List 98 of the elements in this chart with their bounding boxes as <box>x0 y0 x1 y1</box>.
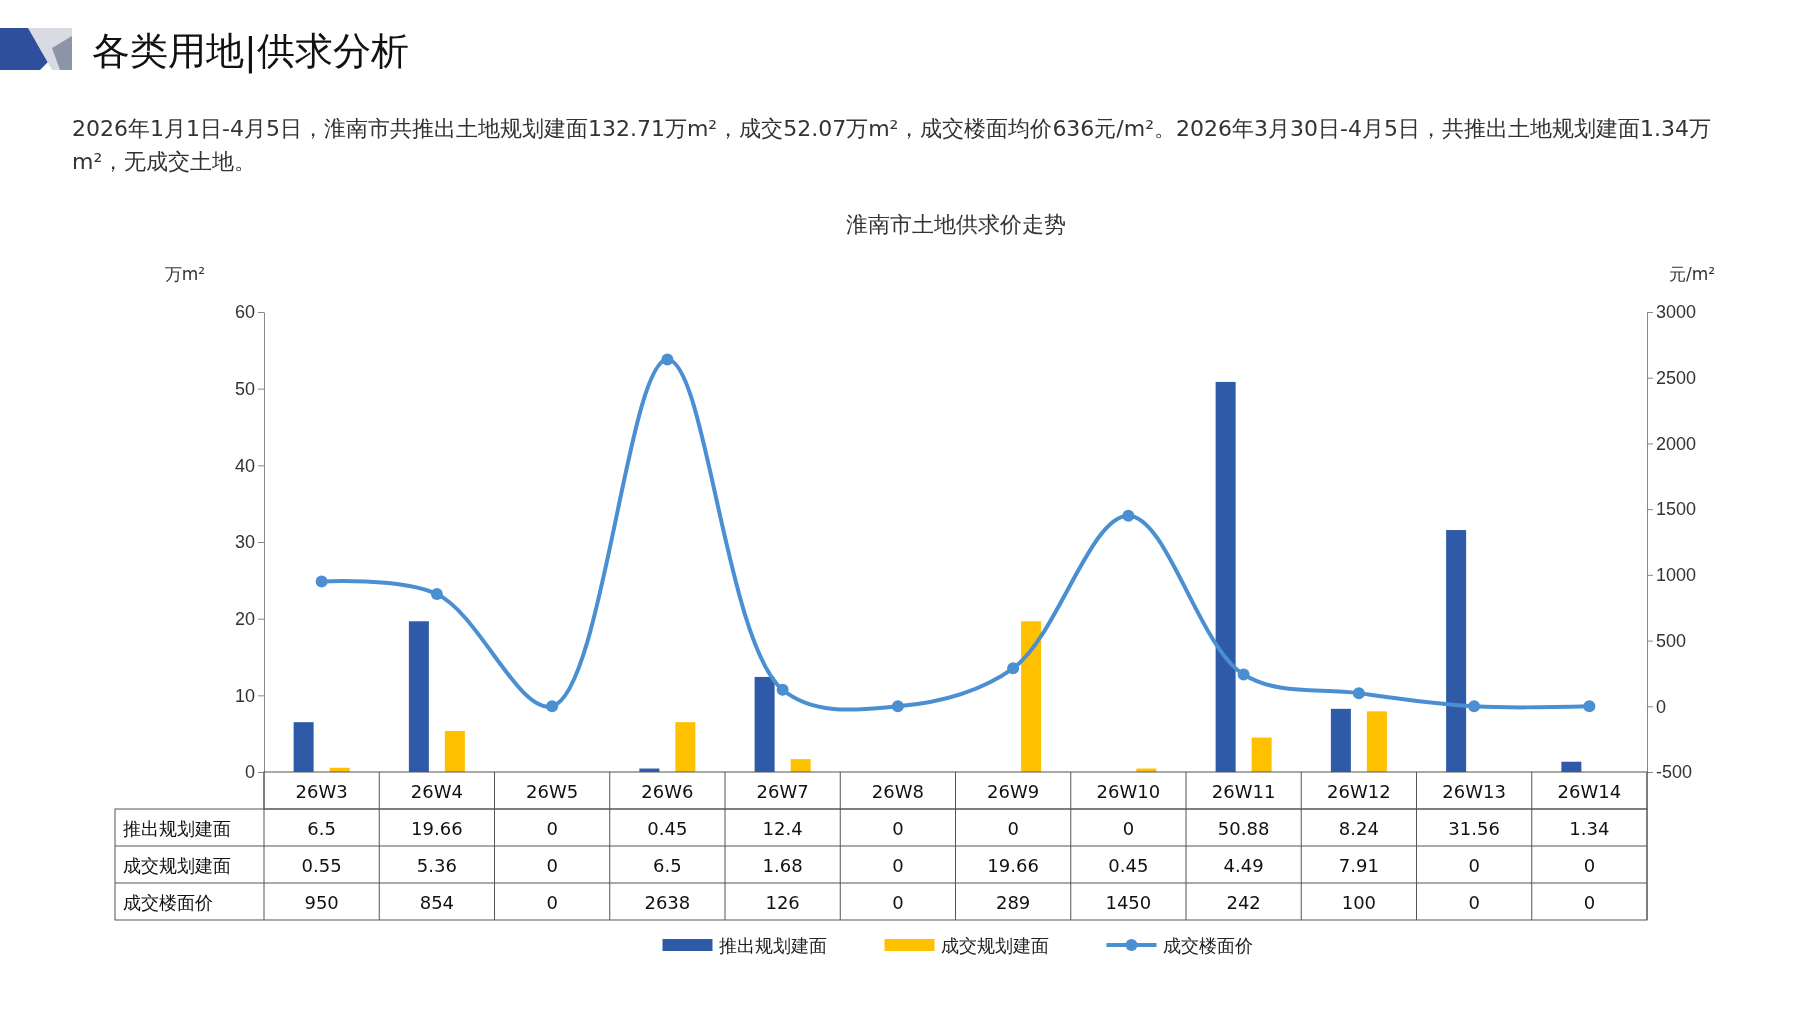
x-tick-label: 26W8 <box>871 780 924 802</box>
bar <box>293 722 314 772</box>
x-tick-label: 26W13 <box>1442 780 1506 802</box>
y-tick-label: 20 <box>234 608 255 629</box>
data-label: 0 <box>1583 854 1596 876</box>
bar <box>1366 711 1387 772</box>
point <box>1583 700 1596 713</box>
data-label: 6.5 <box>653 854 682 876</box>
point <box>1237 668 1250 681</box>
data-label: 5.36 <box>416 854 457 876</box>
data-label: 0 <box>892 891 904 913</box>
data-label: 0 <box>1583 891 1596 913</box>
data-label: 1.34 <box>1569 817 1610 839</box>
data-label: 1.68 <box>762 854 803 876</box>
legend-label: 推出规划建面 <box>718 935 827 956</box>
data-label: 7.91 <box>1338 854 1379 876</box>
y-axis-title: 万m² <box>164 264 206 284</box>
y2-tick-label: 2000 <box>1656 433 1697 454</box>
legend-label: 成交楼面价 <box>1162 935 1253 956</box>
y2-tick-label: 1500 <box>1656 499 1697 520</box>
data-label: 50.88 <box>1217 817 1270 839</box>
data-label: 126 <box>765 891 800 913</box>
y2-tick-label: 2500 <box>1656 367 1697 388</box>
data-label: 6.5 <box>307 817 336 839</box>
point <box>430 588 443 601</box>
data-label: 0 <box>1007 817 1019 839</box>
x-tick-label: 26W5 <box>526 780 579 802</box>
y2-tick-label: 500 <box>1656 630 1687 651</box>
bar <box>1251 737 1272 772</box>
y-tick-label: 60 <box>234 302 255 323</box>
y-tick-label: 30 <box>234 532 255 553</box>
x-tick-label: 26W4 <box>410 780 463 802</box>
data-label: 4.49 <box>1223 854 1264 876</box>
x-tick-label: 26W11 <box>1211 780 1276 802</box>
y-tick-label: 0 <box>244 762 255 783</box>
point <box>546 700 559 713</box>
data-label: 0 <box>1122 817 1135 839</box>
x-tick-label: 26W7 <box>756 780 809 802</box>
bar <box>1215 381 1236 772</box>
bar <box>754 676 775 772</box>
point <box>1352 687 1365 700</box>
point <box>1007 662 1020 675</box>
data-label: 12.4 <box>762 817 803 839</box>
text: 成交楼面价 <box>123 891 213 913</box>
bar <box>1330 708 1351 772</box>
point <box>661 353 674 366</box>
text: 各类用地|供求分析 <box>92 29 409 74</box>
point <box>315 575 328 588</box>
x-tick-label: 26W6 <box>641 780 694 802</box>
data-label: 0 <box>1468 891 1480 913</box>
data-label: 0.55 <box>301 854 342 876</box>
text: 推出规划建面 <box>123 817 231 839</box>
y2-tick-label: -500 <box>1656 762 1693 783</box>
data-label: 289 <box>995 891 1031 913</box>
bar <box>1021 621 1042 772</box>
x-tick-label: 26W9 <box>987 780 1040 802</box>
data-label: 1450 <box>1105 891 1152 913</box>
bar <box>790 759 811 772</box>
bar <box>675 722 696 772</box>
x-tick-label: 26W3 <box>295 780 348 802</box>
y-tick-label: 40 <box>234 455 255 476</box>
data-label: 0 <box>546 854 558 876</box>
text: 成交规划建面 <box>123 854 231 876</box>
data-label: 2638 <box>644 891 691 913</box>
data-label: 950 <box>304 891 339 913</box>
data-label: 0 <box>892 817 904 839</box>
x-tick-label: 26W12 <box>1327 780 1391 802</box>
point <box>1122 509 1135 522</box>
data-label: 19.66 <box>411 817 463 839</box>
data-label: 0 <box>1468 854 1480 876</box>
data-label: 19.66 <box>987 854 1039 876</box>
y2-tick-label: 1000 <box>1656 565 1697 586</box>
y-tick-label: 50 <box>234 378 255 399</box>
data-label: 854 <box>419 891 455 913</box>
y2-tick-label: 0 <box>1656 696 1667 717</box>
legend-label: 成交规划建面 <box>940 935 1049 956</box>
y2-tick-label: 3000 <box>1656 302 1697 323</box>
x-tick-label: 26W10 <box>1096 780 1161 802</box>
point <box>891 700 904 713</box>
point <box>776 683 789 696</box>
bar <box>1446 530 1467 772</box>
bar <box>444 730 465 772</box>
data-label: 0 <box>546 891 558 913</box>
y2-axis-title: 元/m² <box>1668 264 1716 284</box>
data-label: 242 <box>1226 891 1261 913</box>
data-label: 0.45 <box>647 817 688 839</box>
data-label: 100 <box>1341 891 1377 913</box>
data-label: 0 <box>546 817 558 839</box>
y-tick-label: 10 <box>234 685 255 706</box>
point <box>1468 700 1481 713</box>
data-label: 31.56 <box>1448 817 1500 839</box>
bar <box>408 621 429 772</box>
x-tick-label: 26W14 <box>1557 780 1622 802</box>
data-label: 0.45 <box>1108 854 1149 876</box>
data-label: 0 <box>892 854 904 876</box>
text: 2026年1月1日-4月5日，淮南市共推出土地规划建面132.71万m²，成交52.07万m²，成交楼面均价636元/m²。2026年3月30日-4月5日，共推出土地规划建面1.34万m²，无成交土地。 <box>72 115 1712 176</box>
chart-title: 淮南市土地供求价走势 <box>845 212 1066 237</box>
data-label: 8.24 <box>1338 817 1379 839</box>
